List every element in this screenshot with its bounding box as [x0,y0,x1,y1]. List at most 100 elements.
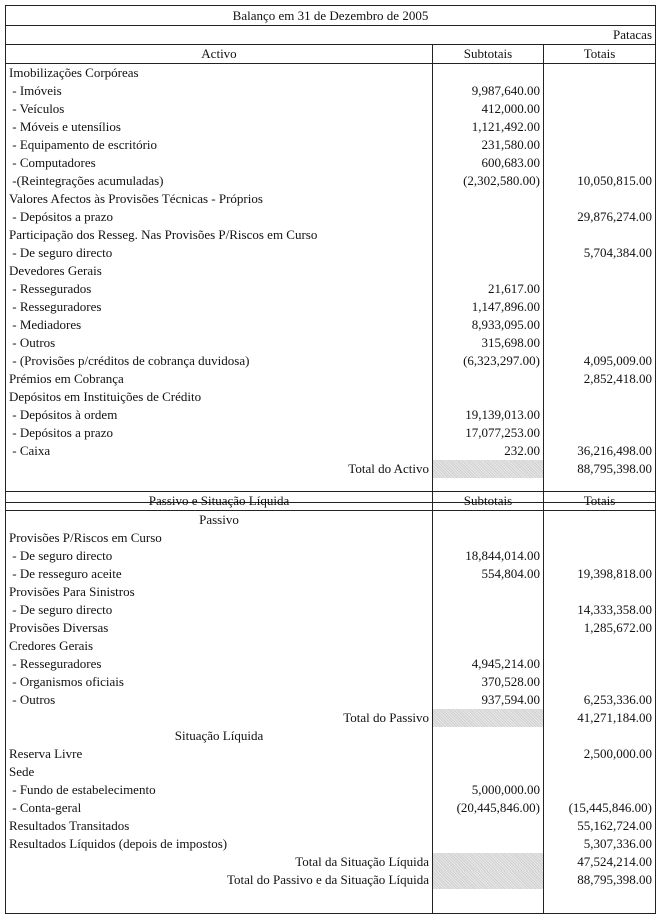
table-row: - Depósitos a prazo 29,876,274.00 [5,208,657,226]
table-row: - Fundo de estabelecimento 5,000,000.00 [5,781,656,799]
total-cell [543,727,656,745]
row-label: - Conta-geral [5,799,433,817]
total-cell [543,334,657,352]
subtotal-cell [432,745,544,763]
subtotal-cell [432,637,544,655]
table-row: - Depósitos a prazo 17,077,253.00 [5,424,657,442]
subtotal-cell [432,817,544,835]
row-label: - Organismos oficiais [5,673,433,691]
column-header-activo: Activo [5,44,433,64]
table-row: - Depósitos à ordem 19,139,013.00 [5,406,657,424]
total-cell: 5,704,384.00 [543,244,657,262]
subtotal-cell: 937,594.00 [432,691,544,709]
subtotal-cell: 4,945,214.00 [432,655,544,673]
total-cell [543,280,657,298]
subtotal-cell [432,763,544,781]
subtotal-cell: 412,000.00 [432,100,544,118]
total-cell [543,298,657,316]
row-label: Total do Passivo [5,709,433,727]
total-cell: 47,524,214.00 [543,853,656,871]
table-row: - Organismos oficiais 370,528.00 [5,673,656,691]
total-cell: 88,795,398.00 [543,871,656,889]
total-cell: 10,050,815.00 [543,172,657,190]
subtotal-cell: 9,987,640.00 [432,82,544,100]
row-label: Valores Afectos às Provisões Técnicas - … [5,190,433,208]
table-row: - De seguro directo 5,704,384.00 [5,244,657,262]
subtotal-cell: (6,323,297.00) [432,352,544,370]
subtotal-cell: 1,121,492.00 [432,118,544,136]
row-label: - De seguro directo [5,244,433,262]
row-label: Reserva Livre [5,745,433,763]
row-label: - Móveis e utensílios [5,118,433,136]
row-label: - Outros [5,691,433,709]
table-row: - Veículos 412,000.00 [5,100,657,118]
subtotal-cell: (20,445,846.00) [432,799,544,817]
row-label: - Outros [5,334,433,352]
total-cell [543,262,657,280]
subtotal-cell: 19,139,013.00 [432,406,544,424]
total-cell [543,136,657,154]
total-cell [543,655,656,673]
row-label: Sede [5,763,433,781]
total-cell [543,763,656,781]
row-label: Prémios em Cobrança [5,370,433,388]
subtotal-cell [432,871,544,889]
total-cell: 5,307,336.00 [543,835,656,853]
subtotal-cell [432,583,544,601]
subtotal-cell [432,262,544,280]
subtotal-cell [432,853,544,871]
table-row: Sede [5,763,656,781]
subtotal-cell [432,460,544,478]
table-row: - De seguro directo 18,844,014.00 [5,547,656,565]
table-row: - Móveis e utensílios 1,121,492.00 [5,118,657,136]
row-label: Resultados Líquidos (depois de impostos) [5,835,433,853]
row-label: - Caixa [5,442,433,460]
subtotal-cell [432,619,544,637]
row-label: - (Provisões p/créditos de cobrança duvi… [5,352,433,370]
row-label: - Imóveis [5,82,433,100]
row-label: Total da Situação Líquida [5,853,433,871]
total-cell [543,388,657,406]
table-row: Passivo [5,510,656,529]
row-label: -(Reintegrações acumuladas) [5,172,433,190]
total-cell: 41,271,184.00 [543,709,656,727]
row-label: - Resseguradores [5,655,433,673]
subtotal-cell: 232.00 [432,442,544,460]
column-header-subtotais: Subtotais [432,491,544,511]
subtotal-cell: 315,698.00 [432,334,544,352]
total-row: Total do Activo 88,795,398.00 [5,460,657,478]
table-row: - (Provisões p/créditos de cobrança duvi… [5,352,657,370]
table-row: Provisões Para Sinistros [5,583,656,601]
subtotal-cell [432,709,544,727]
column-header-totais: Totais [543,44,657,64]
total-cell: 14,333,358.00 [543,601,656,619]
row-label: Provisões Diversas [5,619,433,637]
subtotal-cell [432,529,544,547]
table-row: -(Reintegrações acumuladas) (2,302,580.00… [5,172,657,190]
column-header-subtotais: Subtotais [432,44,544,64]
row-label: Participação dos Resseg. Nas Provisões P… [5,226,433,244]
table-row: - De seguro directo 14,333,358.00 [5,601,656,619]
total-cell: 1,285,672.00 [543,619,656,637]
total-cell [543,154,657,172]
table-row: - Conta-geral (20,445,846.00) (15,445,846.… [5,799,656,817]
empty-cell [5,889,433,914]
total-cell: 6,253,336.00 [543,691,656,709]
total-cell [543,406,657,424]
subtotal-cell [432,226,544,244]
total-cell [543,82,657,100]
total-cell [543,583,656,601]
subtotal-cell: 370,528.00 [432,673,544,691]
total-cell [543,226,657,244]
table-row: Provisões Diversas 1,285,672.00 [5,619,656,637]
subtotal-cell [432,208,544,226]
row-label: Depósitos em Instituições de Crédito [5,388,433,406]
subtotal-cell [432,244,544,262]
table-row: Reserva Livre 2,500,000.00 [5,745,656,763]
total-cell [543,781,656,799]
currency-label: Patacas [4,25,657,45]
table-row: - Computadores 600,683.00 [5,154,657,172]
subtotal-cell [432,370,544,388]
subtotal-cell [432,388,544,406]
empty-cell [432,889,544,914]
